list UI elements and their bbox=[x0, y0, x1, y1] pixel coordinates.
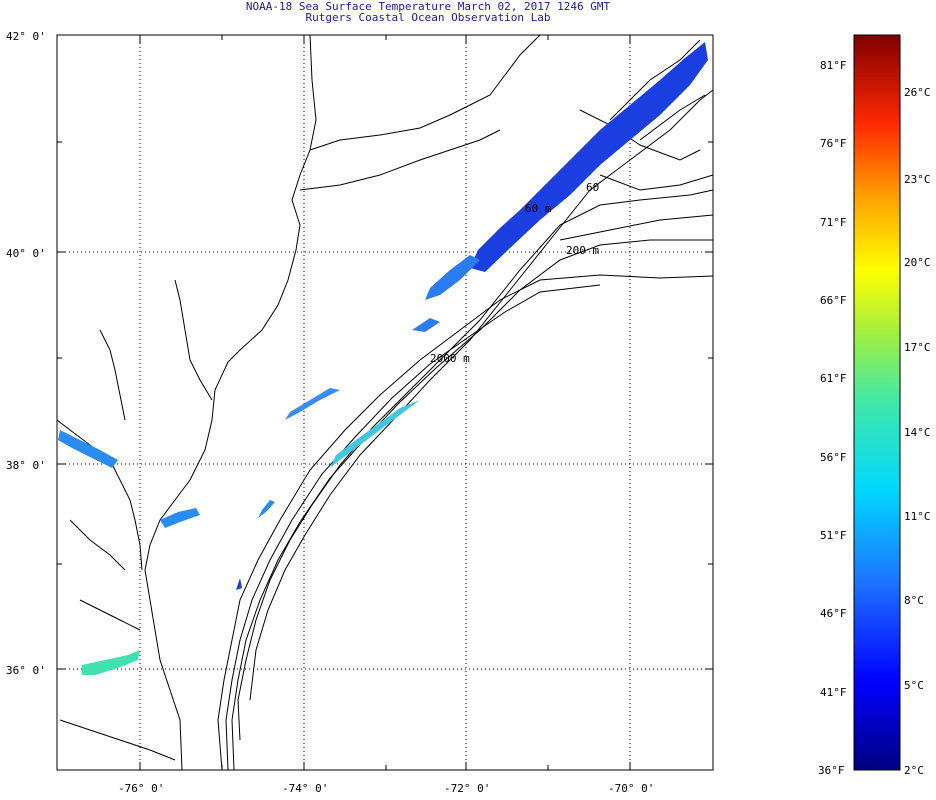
lon-label-74: -74° 0' bbox=[282, 782, 328, 795]
contour-labels: 60 60 m 200 m 2000 m bbox=[430, 181, 599, 365]
sst-patch-outer bbox=[236, 578, 242, 590]
axis-ticks bbox=[57, 34, 713, 770]
cb-f-76: 76°F bbox=[820, 137, 847, 150]
cb-f-66: 66°F bbox=[820, 294, 847, 307]
map-title: NOAA-18 Sea Surface Temperature March 02… bbox=[245, 0, 611, 13]
sst-patch-chesapeake bbox=[58, 430, 118, 468]
contour-label-60: 60 bbox=[586, 181, 599, 194]
sst-patch-delmarva bbox=[160, 508, 200, 528]
lat-label-38: 38° 0' bbox=[6, 459, 46, 472]
cb-f-61: 61°F bbox=[820, 372, 847, 385]
longitude-labels: -76° 0' -74° 0' -72° 0' -70° 0' bbox=[118, 782, 654, 795]
sst-patch-ny-bight bbox=[412, 318, 440, 332]
cb-c-17: 17°C bbox=[904, 341, 931, 354]
cb-f-36: 36°F bbox=[818, 764, 845, 777]
cb-f-81: 81°F bbox=[820, 59, 847, 72]
cb-c-5: 5°C bbox=[904, 679, 924, 692]
cb-c-23: 23°C bbox=[904, 173, 931, 186]
sst-swath-main bbox=[470, 42, 708, 272]
lat-label-42: 42° 0' bbox=[6, 30, 46, 43]
sst-patch-hatteras bbox=[258, 500, 275, 518]
contour-label-60m: 60 m bbox=[525, 202, 552, 215]
cb-c-8: 8°C bbox=[904, 594, 924, 607]
lon-label-72: -72° 0' bbox=[444, 782, 490, 795]
lat-label-36: 36° 0' bbox=[6, 664, 46, 677]
contour-label-2000m: 2000 m bbox=[430, 352, 470, 365]
coastline bbox=[56, 34, 701, 771]
bathymetry-contours bbox=[217, 39, 714, 771]
map-subtitle: Rutgers Coastal Ocean Observation Lab bbox=[305, 11, 551, 24]
colorbar-celsius-labels: 26°C 23°C 20°C 17°C 14°C 11°C 8°C 5°C 2°… bbox=[904, 86, 931, 777]
colorbar bbox=[853, 34, 901, 771]
cb-c-26: 26°C bbox=[904, 86, 931, 99]
cb-c-2: 2°C bbox=[904, 764, 924, 777]
sst-swath-mid bbox=[425, 255, 480, 300]
cb-f-56: 56°F bbox=[820, 451, 847, 464]
lon-label-76: -76° 0' bbox=[118, 782, 164, 795]
lat-label-40: 40° 0' bbox=[6, 247, 46, 260]
sst-patch-shelf bbox=[285, 388, 340, 420]
graticule bbox=[57, 35, 713, 770]
cb-f-41: 41°F bbox=[820, 686, 847, 699]
sst-patch-sound bbox=[82, 650, 140, 675]
cb-c-20: 20°C bbox=[904, 256, 931, 269]
cb-c-14: 14°C bbox=[904, 426, 931, 439]
cb-f-71: 71°F bbox=[820, 216, 847, 229]
sst-data bbox=[58, 42, 708, 675]
latitude-labels: 42° 0' 40° 0' 38° 0' 36° 0' bbox=[6, 30, 46, 677]
colorbar-fahrenheit-labels: 81°F 76°F 71°F 66°F 61°F 56°F 51°F 46°F … bbox=[818, 59, 847, 777]
cb-f-51: 51°F bbox=[820, 529, 847, 542]
cb-f-46: 46°F bbox=[820, 607, 847, 620]
cb-c-11: 11°C bbox=[904, 510, 931, 523]
lon-label-70: -70° 0' bbox=[608, 782, 654, 795]
contour-label-200m: 200 m bbox=[566, 244, 599, 257]
